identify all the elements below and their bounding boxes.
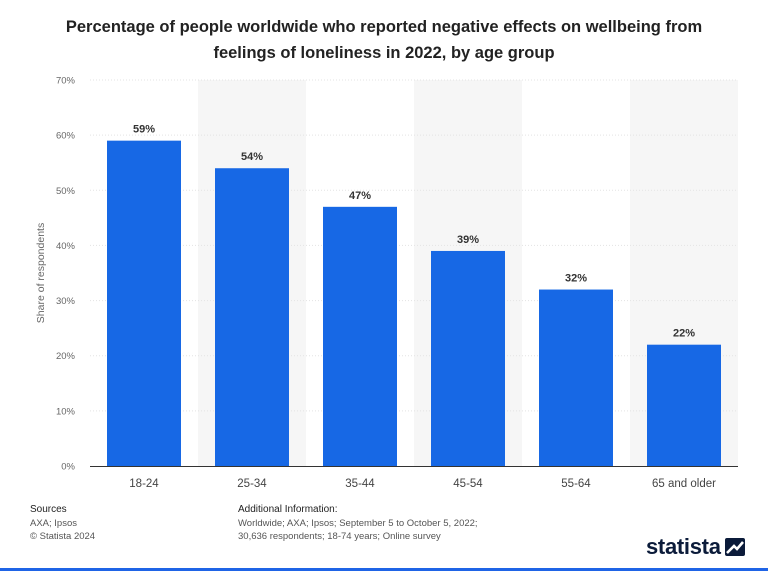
chart-title: Percentage of people worldwide who repor… — [65, 18, 703, 62]
y-tick-label: 30% — [56, 296, 76, 307]
copyright-text: © Statista 2024 — [30, 531, 96, 542]
bar — [107, 140, 181, 466]
x-tick-label: 45-54 — [453, 478, 483, 490]
data-label: 32% — [565, 273, 587, 285]
x-tick-label: 25-34 — [237, 478, 267, 490]
data-label: 39% — [457, 234, 479, 246]
bar-chart: 0% 10% 20% 30% 40% 50% 60% 70% Share of responde… — [35, 76, 738, 490]
bar — [539, 289, 613, 466]
y-tick-label: 70% — [56, 76, 76, 87]
y-tick-label: 40% — [56, 241, 76, 252]
y-tick-label: 0% — [61, 462, 75, 473]
sources-heading: Sources — [30, 504, 67, 515]
info-text: Worldwide; AXA; Ipsos; September 5 to Oc… — [238, 518, 478, 542]
footer-additional-info: Additional Information: Worldwide; AXA; … — [238, 503, 498, 543]
info-heading: Additional Information: — [238, 504, 338, 515]
x-tick-label: 65 and older — [652, 478, 716, 490]
data-label: 59% — [133, 124, 155, 136]
data-label: 22% — [673, 328, 695, 340]
y-tick-label: 50% — [56, 186, 76, 197]
y-axis-title: Share of respondents — [35, 223, 47, 323]
x-tick-label: 35-44 — [345, 478, 375, 490]
y-tick-label: 60% — [56, 131, 76, 142]
footer-sources: Sources AXA; Ipsos © Statista 2024 — [30, 503, 95, 543]
statista-logo-icon — [724, 538, 745, 556]
bar — [647, 344, 721, 466]
brand-name: statista — [646, 534, 721, 559]
bar — [323, 206, 397, 467]
sources-text[interactable]: AXA; Ipsos — [30, 518, 77, 529]
x-tick-label: 18-24 — [129, 478, 159, 490]
x-tick-label: 55-64 — [561, 478, 591, 490]
bar — [431, 250, 505, 466]
bottom-accent-bar — [0, 568, 768, 571]
data-label: 47% — [349, 190, 371, 202]
statista-brand[interactable]: statista — [646, 534, 745, 560]
data-label: 54% — [241, 151, 263, 163]
y-tick-label: 20% — [56, 351, 76, 362]
y-tick-label: 10% — [56, 406, 76, 417]
bar — [215, 168, 289, 466]
